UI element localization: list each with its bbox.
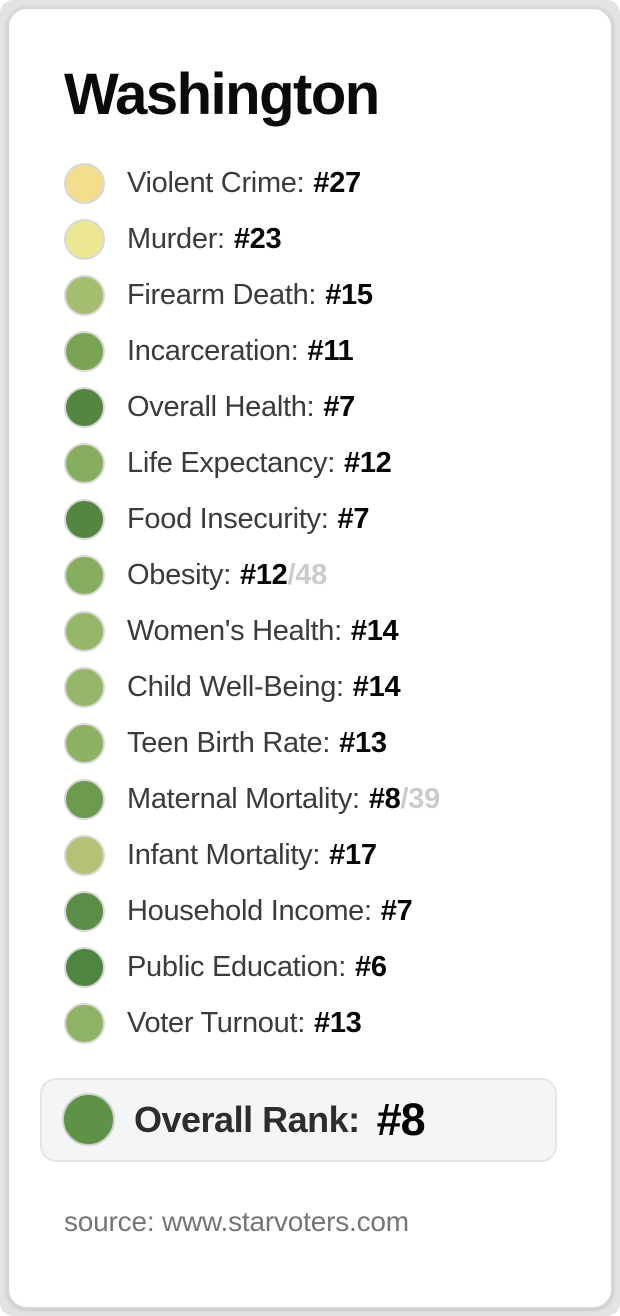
metric-rank: #7 — [323, 391, 355, 424]
metric-rank: #15 — [325, 279, 373, 312]
metric-label: Maternal Mortality: — [127, 783, 360, 816]
metric-label: Murder: — [127, 223, 225, 256]
rank-dot-icon — [64, 667, 105, 709]
metric-row: Maternal Mortality: #8 /39 — [64, 772, 611, 828]
metric-rank: #11 — [307, 335, 354, 368]
metric-row: Infant Mortality: #17 — [64, 828, 611, 884]
metric-rank-denominator: /48 — [287, 559, 327, 592]
metric-rank: #8 — [368, 783, 401, 816]
rank-dot-icon — [64, 611, 105, 653]
metric-label: Women's Health: — [127, 615, 342, 648]
metric-row: Teen Birth Rate: #13 — [64, 716, 611, 772]
metric-label: Household Income: — [127, 895, 372, 928]
metric-row: Child Well-Being: #14 — [64, 660, 611, 716]
metric-label: Infant Mortality: — [127, 839, 321, 872]
rank-dot-icon — [64, 947, 105, 989]
metric-label: Voter Turnout: — [127, 1007, 305, 1040]
rank-dot-icon — [64, 1003, 105, 1045]
metric-label: Incarceration: — [127, 335, 299, 368]
metric-row: Murder: #23 — [64, 212, 611, 268]
metric-row: Obesity: #12 /48 — [64, 548, 611, 604]
metric-rank: #14 — [352, 671, 401, 704]
metric-rank: #12 — [344, 447, 392, 480]
overall-rank-value: #8 — [376, 1093, 426, 1145]
metric-row: Incarceration: #11 — [64, 324, 611, 380]
metric-rank: #12 — [239, 559, 288, 592]
rank-dot-icon — [64, 219, 105, 261]
metric-rank-denominator: /39 — [400, 783, 441, 816]
metric-row: Public Education: #6 — [64, 940, 611, 996]
overall-rank-dot-icon — [62, 1093, 115, 1147]
metric-label: Public Education: — [127, 951, 346, 984]
overall-rank-label: Overall Rank: — [134, 1098, 360, 1140]
metric-row: Household Income: #7 — [64, 884, 611, 940]
metric-label: Child Well-Being: — [127, 671, 344, 704]
source-attribution: source: www.starvoters.com — [64, 1205, 409, 1237]
metric-row: Life Expectancy: #12 — [64, 436, 611, 492]
metric-row: Voter Turnout: #13 — [64, 996, 611, 1052]
metric-label: Overall Health: — [127, 391, 315, 424]
metric-label: Life Expectancy: — [127, 447, 335, 480]
metric-label: Firearm Death: — [127, 279, 317, 312]
metric-row: Overall Health: #7 — [64, 380, 611, 436]
metric-rank: #27 — [313, 167, 361, 200]
rank-dot-icon — [64, 387, 105, 429]
rank-dot-icon — [64, 723, 105, 765]
metric-row: Violent Crime: #27 — [64, 156, 611, 212]
rank-dot-icon — [64, 779, 105, 821]
metric-label: Obesity: — [127, 559, 231, 592]
metric-row: Food Insecurity: #7 — [64, 492, 611, 548]
rank-dot-icon — [64, 331, 105, 373]
rank-dot-icon — [64, 499, 105, 541]
overall-rank-box: Overall Rank: #8 — [40, 1077, 557, 1162]
metric-rank: #7 — [337, 503, 370, 536]
metric-rank: #17 — [329, 839, 377, 872]
rank-dot-icon — [64, 555, 105, 597]
metric-rank: #13 — [313, 1007, 362, 1040]
rank-dot-icon — [64, 891, 105, 933]
metric-rank: #14 — [350, 615, 399, 648]
metrics-list: Violent Crime: #27 Murder: #23 Firearm D… — [64, 156, 611, 1052]
metric-row: Women's Health: #14 — [64, 604, 611, 660]
state-rank-card: Washington Violent Crime: #27 Murder: #2… — [7, 7, 613, 1309]
metric-row: Firearm Death: #15 — [64, 268, 611, 324]
metric-rank: #7 — [380, 895, 413, 928]
state-title: Washington — [64, 62, 380, 127]
metric-label: Violent Crime: — [127, 167, 305, 200]
rank-dot-icon — [64, 443, 105, 485]
rank-dot-icon — [64, 163, 105, 205]
metric-label: Teen Birth Rate: — [127, 727, 331, 760]
metric-rank: #6 — [355, 951, 387, 984]
rank-dot-icon — [64, 275, 105, 317]
metric-label: Food Insecurity: — [127, 503, 329, 536]
metric-rank: #23 — [233, 223, 282, 256]
rank-dot-icon — [64, 835, 105, 877]
metric-rank: #13 — [339, 727, 387, 760]
